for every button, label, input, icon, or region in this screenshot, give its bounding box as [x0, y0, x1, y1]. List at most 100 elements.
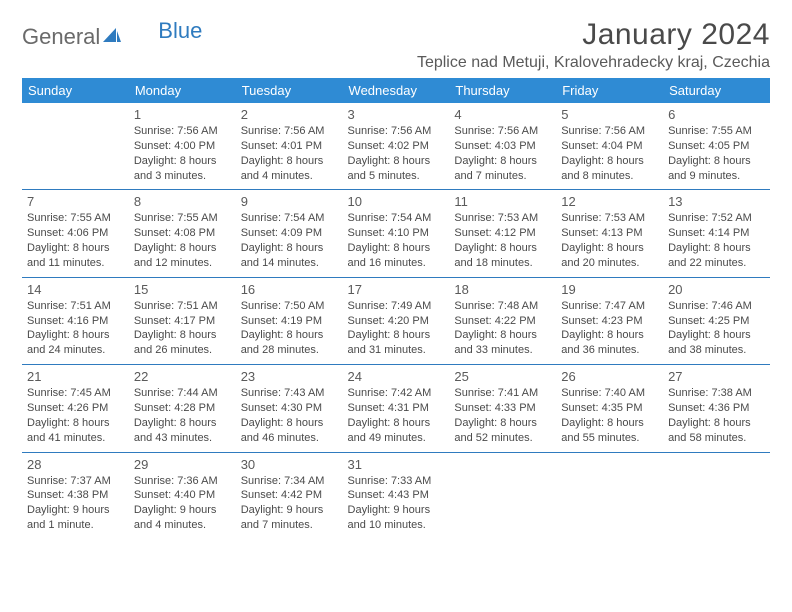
daylight-text-2: and 28 minutes. [241, 343, 338, 358]
daylight-text-1: Daylight: 8 hours [27, 416, 124, 431]
daylight-text-1: Daylight: 9 hours [134, 503, 231, 518]
daylight-text-2: and 55 minutes. [561, 431, 658, 446]
day-info: Sunrise: 7:41 AMSunset: 4:33 PMDaylight:… [454, 386, 551, 445]
calendar-day-cell: 7Sunrise: 7:55 AMSunset: 4:06 PMDaylight… [22, 190, 129, 277]
daylight-text-1: Daylight: 8 hours [134, 416, 231, 431]
daylight-text-2: and 7 minutes. [241, 518, 338, 533]
calendar-week-row: 1Sunrise: 7:56 AMSunset: 4:00 PMDaylight… [22, 103, 770, 190]
sunrise-text: Sunrise: 7:47 AM [561, 299, 658, 314]
sunrise-text: Sunrise: 7:53 AM [454, 211, 551, 226]
daylight-text-1: Daylight: 8 hours [668, 154, 765, 169]
calendar-day-cell: 5 Sunrise: 7:56 AMSunset: 4:04 PMDaylight… [556, 103, 663, 190]
day-info: Sunrise: 7:54 AMSunset: 4:09 PMDaylight:… [241, 211, 338, 270]
sunrise-text: Sunrise: 7:34 AM [241, 474, 338, 489]
sunrise-text: Sunrise: 7:50 AM [241, 299, 338, 314]
sunset-text: Sunset: 4:43 PM [348, 488, 445, 503]
sunset-text: Sunset: 4:40 PM [134, 488, 231, 503]
calendar-day-cell: 16Sunrise: 7:50 AMSunset: 4:19 PMDayligh… [236, 277, 343, 364]
sunrise-text: Sunrise: 7:53 AM [561, 211, 658, 226]
daylight-text-2: and 52 minutes. [454, 431, 551, 446]
sunrise-text: Sunrise: 7:37 AM [27, 474, 124, 489]
sunrise-text: Sunrise: 7:56 AM [561, 124, 658, 139]
daylight-text-2: and 18 minutes. [454, 256, 551, 271]
sunset-text: Sunset: 4:28 PM [134, 401, 231, 416]
day-number: 5 [561, 107, 658, 122]
daylight-text-2: and 5 minutes. [348, 169, 445, 184]
weekday-header: Thursday [449, 78, 556, 103]
daylight-text-2: and 41 minutes. [27, 431, 124, 446]
day-info: Sunrise: 7:55 AMSunset: 4:05 PMDaylight:… [668, 124, 765, 183]
month-title: January 2024 [417, 18, 770, 52]
daylight-text-1: Daylight: 8 hours [134, 154, 231, 169]
daylight-text-2: and 26 minutes. [134, 343, 231, 358]
day-number: 7 [27, 194, 124, 209]
calendar-day-cell [556, 452, 663, 539]
calendar-day-cell: 4 Sunrise: 7:56 AMSunset: 4:03 PMDaylight… [449, 103, 556, 190]
day-number: 4 [454, 107, 551, 122]
daylight-text-1: Daylight: 8 hours [348, 241, 445, 256]
day-number: 14 [27, 282, 124, 297]
sunrise-text: Sunrise: 7:55 AM [668, 124, 765, 139]
sunset-text: Sunset: 4:03 PM [454, 139, 551, 154]
day-number: 3 [348, 107, 445, 122]
day-number: 29 [134, 457, 231, 472]
calendar-day-cell: 19Sunrise: 7:47 AMSunset: 4:23 PMDayligh… [556, 277, 663, 364]
sunset-text: Sunset: 4:38 PM [27, 488, 124, 503]
day-info: Sunrise: 7:50 AMSunset: 4:19 PMDaylight:… [241, 299, 338, 358]
sunrise-text: Sunrise: 7:51 AM [134, 299, 231, 314]
daylight-text-2: and 8 minutes. [561, 169, 658, 184]
sunrise-text: Sunrise: 7:41 AM [454, 386, 551, 401]
sunrise-text: Sunrise: 7:40 AM [561, 386, 658, 401]
weekday-header: Tuesday [236, 78, 343, 103]
day-info: Sunrise: 7:45 AMSunset: 4:26 PMDaylight:… [27, 386, 124, 445]
daylight-text-2: and 4 minutes. [134, 518, 231, 533]
weekday-header: Monday [129, 78, 236, 103]
sunrise-text: Sunrise: 7:56 AM [134, 124, 231, 139]
day-number: 31 [348, 457, 445, 472]
day-info: Sunrise: 7:56 AMSunset: 4:04 PMDaylight:… [561, 124, 658, 183]
calendar-day-cell [449, 452, 556, 539]
day-info: Sunrise: 7:52 AMSunset: 4:14 PMDaylight:… [668, 211, 765, 270]
daylight-text-2: and 12 minutes. [134, 256, 231, 271]
calendar-day-cell: 20Sunrise: 7:46 AMSunset: 4:25 PMDayligh… [663, 277, 770, 364]
daylight-text-1: Daylight: 8 hours [348, 416, 445, 431]
day-info: Sunrise: 7:56 AMSunset: 4:02 PMDaylight:… [348, 124, 445, 183]
day-info: Sunrise: 7:56 AMSunset: 4:03 PMDaylight:… [454, 124, 551, 183]
daylight-text-2: and 58 minutes. [668, 431, 765, 446]
sunrise-text: Sunrise: 7:33 AM [348, 474, 445, 489]
sunrise-text: Sunrise: 7:55 AM [134, 211, 231, 226]
brand-logo: General Blue [22, 18, 202, 50]
sunset-text: Sunset: 4:01 PM [241, 139, 338, 154]
daylight-text-1: Daylight: 9 hours [241, 503, 338, 518]
calendar-day-cell: 6Sunrise: 7:55 AMSunset: 4:05 PMDaylight… [663, 103, 770, 190]
sunset-text: Sunset: 4:23 PM [561, 314, 658, 329]
calendar-week-row: 21Sunrise: 7:45 AMSunset: 4:26 PMDayligh… [22, 365, 770, 452]
day-info: Sunrise: 7:47 AMSunset: 4:23 PMDaylight:… [561, 299, 658, 358]
calendar-week-row: 7Sunrise: 7:55 AMSunset: 4:06 PMDaylight… [22, 190, 770, 277]
daylight-text-2: and 16 minutes. [348, 256, 445, 271]
brand-part2: Blue [158, 18, 202, 44]
daylight-text-1: Daylight: 9 hours [348, 503, 445, 518]
brand-part1: General [22, 24, 100, 50]
daylight-text-1: Daylight: 8 hours [454, 241, 551, 256]
sunset-text: Sunset: 4:17 PM [134, 314, 231, 329]
calendar-day-cell [22, 103, 129, 190]
sunset-text: Sunset: 4:19 PM [241, 314, 338, 329]
daylight-text-2: and 1 minute. [27, 518, 124, 533]
daylight-text-1: Daylight: 8 hours [561, 241, 658, 256]
day-info: Sunrise: 7:36 AMSunset: 4:40 PMDaylight:… [134, 474, 231, 533]
title-block: January 2024 Teplice nad Metuji, Kralove… [417, 18, 770, 72]
calendar-day-cell: 18Sunrise: 7:48 AMSunset: 4:22 PMDayligh… [449, 277, 556, 364]
daylight-text-2: and 3 minutes. [134, 169, 231, 184]
day-number: 30 [241, 457, 338, 472]
daylight-text-1: Daylight: 8 hours [241, 154, 338, 169]
daylight-text-1: Daylight: 8 hours [561, 416, 658, 431]
sunset-text: Sunset: 4:09 PM [241, 226, 338, 241]
daylight-text-1: Daylight: 8 hours [561, 328, 658, 343]
sunrise-text: Sunrise: 7:46 AM [668, 299, 765, 314]
day-number: 13 [668, 194, 765, 209]
day-info: Sunrise: 7:54 AMSunset: 4:10 PMDaylight:… [348, 211, 445, 270]
day-number: 20 [668, 282, 765, 297]
day-number: 8 [134, 194, 231, 209]
daylight-text-2: and 22 minutes. [668, 256, 765, 271]
